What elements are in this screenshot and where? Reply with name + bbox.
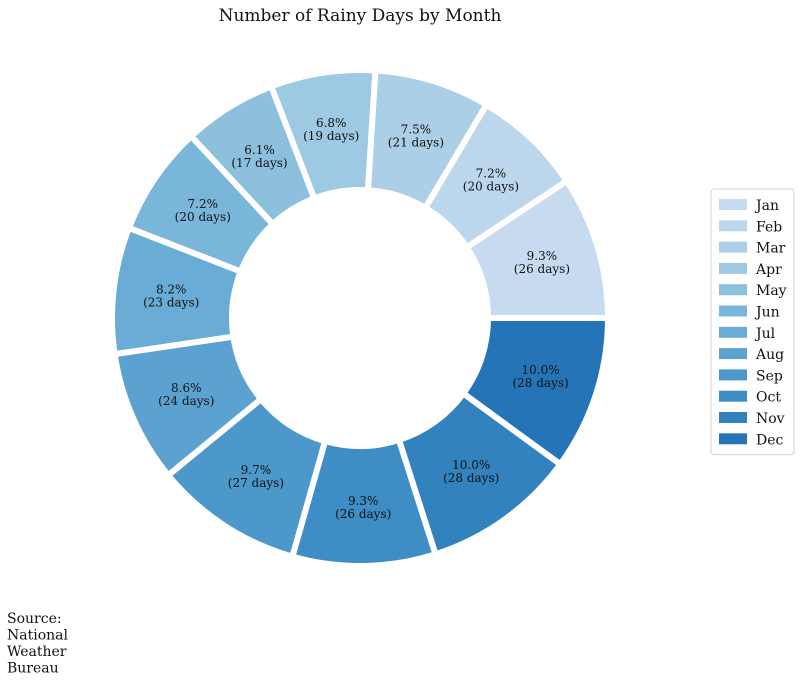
slice-percent: 6.1% xyxy=(244,143,275,157)
legend-swatch-jul xyxy=(719,326,747,338)
slice-label-jan: 9.3% (26 days) xyxy=(514,249,570,276)
slice-label-sep: 9.7% (27 days) xyxy=(228,463,284,490)
slice-labels: 9.3% (26 days)7.2% (20 days)7.5% (21 days)6… xyxy=(143,116,570,521)
legend-swatch-jan xyxy=(719,199,747,210)
slice-percent: 6.8% xyxy=(316,116,347,130)
slice-percent: 7.5% xyxy=(401,122,432,136)
legend-swatch-sep xyxy=(719,369,747,381)
legend-label-aug: Aug xyxy=(755,347,784,363)
source-line: Source: xyxy=(7,611,62,627)
legend: Jan Feb Mar Apr May Jun Jul Aug Sep Oct Nov Dec xyxy=(710,188,795,456)
legend-label-jan: Jan xyxy=(754,198,779,214)
source-line: Weather xyxy=(7,644,67,660)
source-line: Bureau xyxy=(7,661,59,677)
slice-days: (26 days) xyxy=(514,262,570,276)
slice-label-mar: 7.5% (21 days) xyxy=(388,122,444,149)
slice-percent: 10.0% xyxy=(522,363,560,377)
legend-swatch-may xyxy=(719,284,747,296)
slice-percent: 9.7% xyxy=(241,463,272,477)
slice-label-aug: 8.6% (24 days) xyxy=(158,381,214,408)
slice-percent: 10.0% xyxy=(452,458,490,472)
legend-label-mar: Mar xyxy=(756,241,786,257)
legend-label-sep: Sep xyxy=(756,368,783,384)
legend-label-feb: Feb xyxy=(756,219,782,235)
legend-swatch-nov xyxy=(719,412,747,423)
donut-slices xyxy=(109,67,612,569)
slice-label-may: 6.1% (17 days) xyxy=(231,143,287,170)
slice-label-jul: 8.2% (23 days) xyxy=(143,283,199,310)
slice-dec xyxy=(459,315,612,469)
slice-days: (17 days) xyxy=(231,156,287,170)
legend-swatch-jun xyxy=(719,305,747,317)
slice-percent: 9.3% xyxy=(527,249,558,263)
slice-percent: 9.3% xyxy=(348,494,379,508)
slice-label-feb: 7.2% (20 days) xyxy=(463,166,519,193)
slice-days: (21 days) xyxy=(388,135,444,149)
legend-frame xyxy=(710,188,795,456)
source-text: Source: National Weather Bureau xyxy=(7,611,68,677)
slice-label-apr: 6.8% (19 days) xyxy=(303,116,359,143)
legend-label-oct: Oct xyxy=(756,390,781,406)
legend-label-dec: Dec xyxy=(756,432,784,448)
slice-days: (24 days) xyxy=(158,394,214,408)
legend-swatch-dec xyxy=(719,433,747,445)
source-note: Source: National Weather Bureau xyxy=(7,611,68,677)
slice-days: (20 days) xyxy=(463,179,519,193)
legend-label-nov: Nov xyxy=(756,411,785,427)
slice-days: (28 days) xyxy=(512,376,568,390)
slice-days: (26 days) xyxy=(335,507,391,521)
legend-swatch-aug xyxy=(719,348,747,360)
slice-days: (28 days) xyxy=(443,471,499,485)
slice-label-nov: 10.0% (28 days) xyxy=(443,458,499,485)
legend-swatch-mar xyxy=(719,241,747,253)
slice-label-dec: 10.0% (28 days) xyxy=(512,363,568,390)
legend-swatch-apr xyxy=(719,262,747,274)
slice-days: (23 days) xyxy=(143,296,199,310)
legend-label-jul: Jul xyxy=(754,326,776,342)
slice-days: (20 days) xyxy=(175,210,231,224)
slice-percent: 8.6% xyxy=(171,381,202,395)
slice-days: (19 days) xyxy=(303,129,359,143)
slice-percent: 7.2% xyxy=(188,197,219,211)
slice-percent: 8.2% xyxy=(156,283,187,297)
legend-label-may: May xyxy=(756,283,787,299)
slice-label-jun: 7.2% (20 days) xyxy=(175,197,231,224)
legend-label-jun: Jun xyxy=(754,305,780,321)
legend-swatch-feb xyxy=(719,220,747,232)
slice-days: (27 days) xyxy=(228,476,284,490)
source-line: National xyxy=(7,628,68,644)
slice-percent: 7.2% xyxy=(476,166,507,180)
legend-swatch-oct xyxy=(719,390,747,402)
slice-label-oct: 9.3% (26 days) xyxy=(335,494,391,521)
legend-label-apr: Apr xyxy=(755,262,782,278)
chart-title: Number of Rainy Days by Month xyxy=(219,6,502,26)
